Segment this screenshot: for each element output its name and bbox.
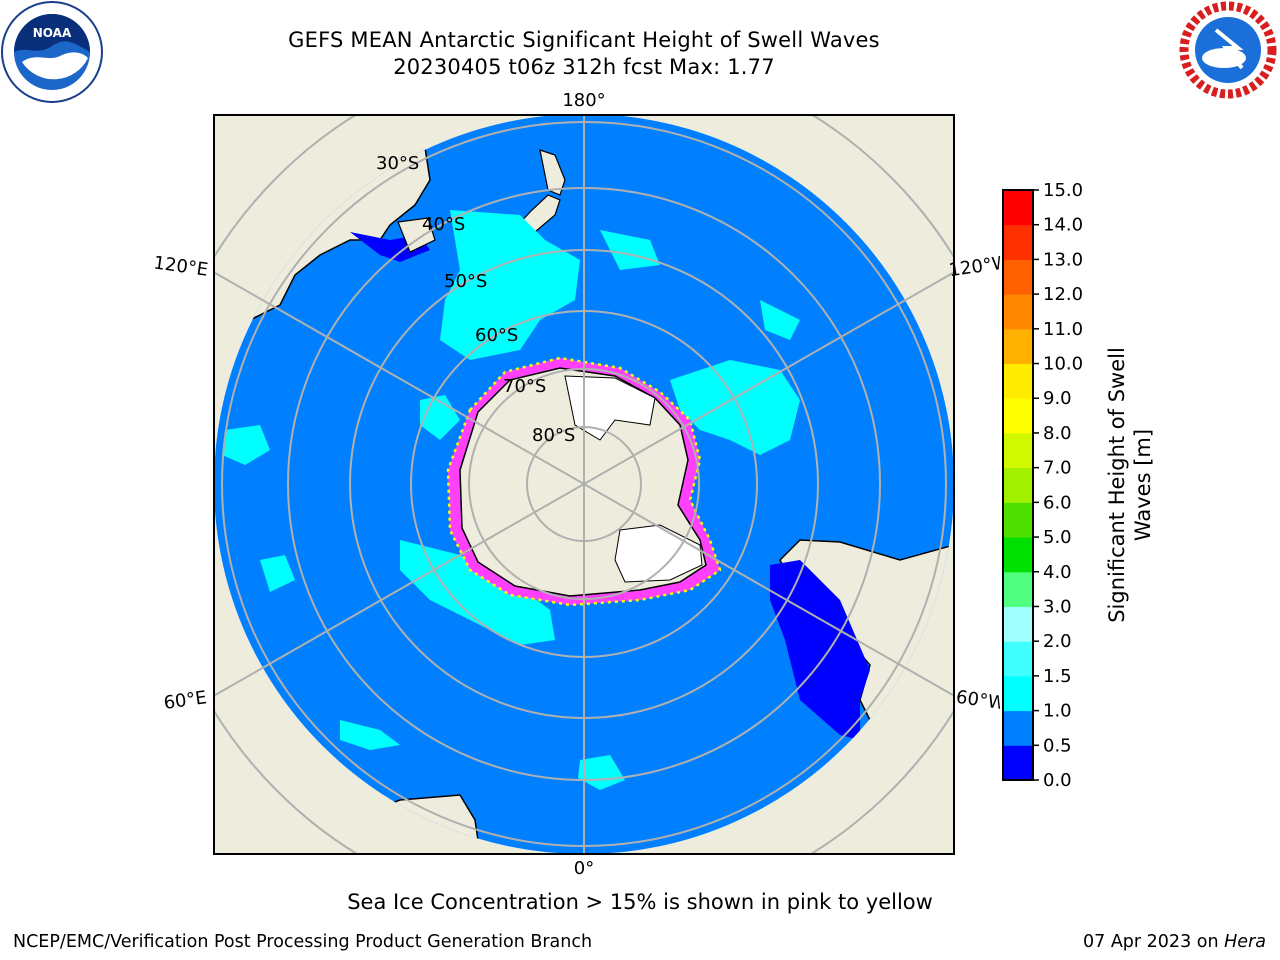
lat-label-40s: 40°S [422,214,465,235]
colorbar-tick-label: 11.0 [1043,319,1083,340]
colorbar-segment [1003,363,1033,399]
colorbar-frame [1002,189,1034,781]
colorbar-tick-label: 0.0 [1043,770,1072,791]
meridians [214,115,954,854]
colorbar-segment [1003,641,1033,677]
colorbar-segment [1003,675,1033,712]
footer-date: 07 Apr 2023 on Hera [1083,932,1266,952]
colorbar-segment [1003,745,1033,781]
colorbar-tick-label: 9.0 [1043,388,1072,409]
lat-label-60s: 60°S [475,325,518,346]
chart-title-line2: 20230405 t06z 312h fcst Max: 1.77 [393,55,775,79]
lat-label-70s: 70°S [503,376,546,397]
colorbar-segment [1003,190,1033,226]
colorbar-segment [1003,467,1033,503]
map-frame [213,114,955,855]
colorbar-segment [1003,224,1033,260]
colorbar-tick-label: 15.0 [1043,180,1083,201]
footer-branch: NCEP/EMC/Verification Post Processing Pr… [13,932,593,952]
colorbar-segment [1003,432,1033,469]
colorbar: 0.0 0.5 1.0 1.5 2.0 3.0 4.0 5.0 6.0 7.0 8.0 9.0 10.0… [1002,180,1155,791]
sea-ice-yellow-edge [446,356,722,607]
colorbar-label-line1: Significant Height of Swell [1105,347,1129,623]
polar-map: 180° 120°E 120°W 60°E 60°W 0° 30°S 40°S … [152,90,1000,879]
colorbar-segment [1003,537,1033,573]
colorbar-tick-label: 5.0 [1043,527,1072,548]
lat-label-50s: 50°S [444,271,487,292]
colorbar-tick-label: 10.0 [1043,354,1083,375]
new-zealand-north [539,149,566,196]
colorbar-segment [1003,259,1033,295]
colorbar-segment [1003,571,1033,607]
colorbar-tick-label: 4.0 [1043,562,1072,583]
lon-label-0: 0° [574,858,594,879]
colorbar-tick-label: 2.0 [1043,631,1072,652]
colorbar-tick-label: 3.0 [1043,596,1072,617]
lon-label-120e: 120°E [152,252,209,280]
colorbar-tick-label: 14.0 [1043,215,1083,236]
noaa-logo: NOAA [1,1,103,103]
colorbar-segment [1003,606,1033,642]
chart-title-line1: GEFS MEAN Antarctic Significant Height o… [288,28,880,52]
colorbar-tick-label: 1.0 [1043,701,1072,722]
colorbar-segment [1003,294,1033,330]
nws-logo [1179,1,1277,99]
colorbar-tick-label: 6.0 [1043,492,1072,513]
footer-host: Hera [1224,932,1266,952]
colorbar-tick-label: 1.5 [1043,666,1072,687]
colorbar-label-line2: Waves [m] [1131,429,1155,541]
colorbar-segment [1003,502,1033,538]
colorbar-tick-label: 12.0 [1043,284,1083,305]
colorbar-tick-label: 0.5 [1043,735,1072,756]
lon-label-180: 180° [562,90,605,111]
tasmania-land [397,217,436,253]
noaa-logo-text: NOAA [33,26,72,40]
colorbar-tick-label: 13.0 [1043,249,1083,270]
footer-date-text: 07 Apr 2023 on [1083,932,1225,952]
colorbar-segment [1003,398,1033,434]
sea-ice-caption: Sea Ice Concentration > 15% is shown in … [347,890,933,914]
colorbar-segment [1003,710,1033,746]
lat-label-80s: 80°S [532,425,575,446]
colorbar-segment [1003,328,1033,365]
colorbar-tick-label: 8.0 [1043,423,1072,444]
colorbar-tick-label: 7.0 [1043,458,1072,479]
lon-label-60e: 60°E [162,687,208,714]
lat-label-30s: 30°S [376,153,419,174]
